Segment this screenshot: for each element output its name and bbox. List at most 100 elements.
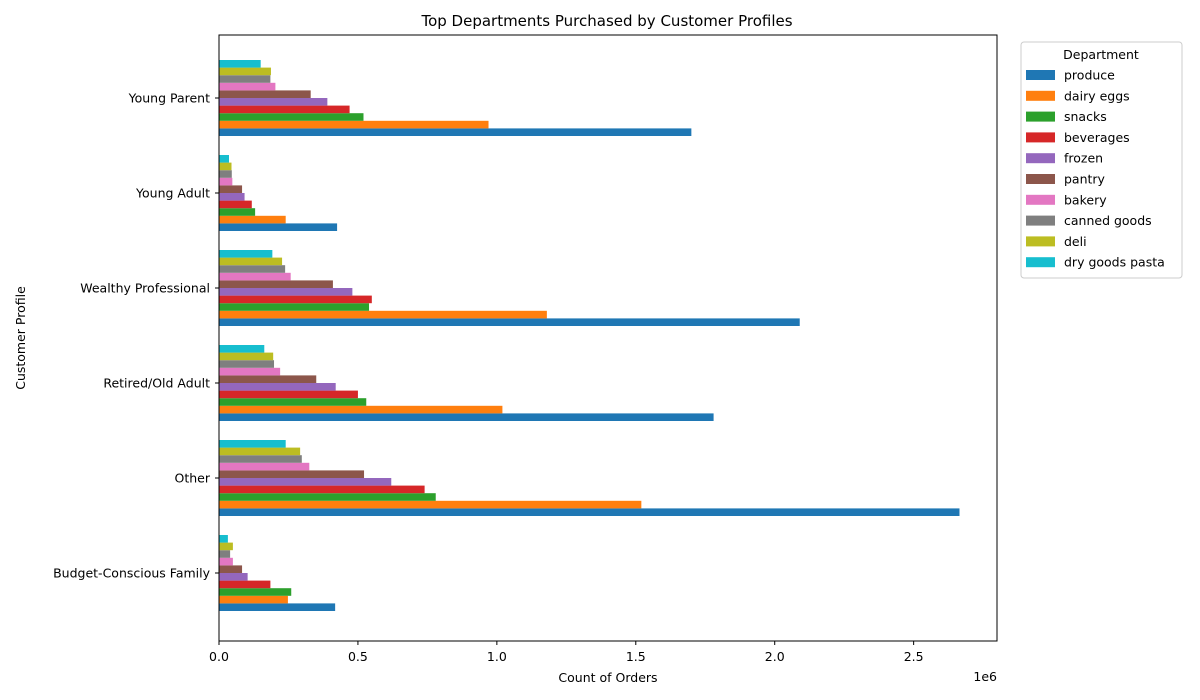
legend-swatch-pantry [1026, 174, 1055, 184]
bar-dairy-eggs-other [219, 500, 642, 509]
bar-bakery-other [219, 462, 310, 471]
legend-swatch-produce [1026, 70, 1055, 80]
x-tick-label: 1.0 [487, 649, 507, 664]
bar-dry-goods-pasta-wealthy-professional [219, 250, 273, 258]
legend-title: Department [1063, 47, 1139, 62]
y-axis-label: Customer Profile [13, 286, 28, 390]
bar-bakery-young-parent [219, 82, 276, 91]
legend-frame [1020, 41, 1183, 279]
bar-dry-goods-pasta-retired-old-adult [219, 345, 265, 353]
legend: Department produce dairy eggs snacks bevera… [1020, 41, 1183, 279]
bar-beverages-budget-conscious-family [219, 580, 271, 589]
bars-layer [219, 60, 960, 611]
legend-swatch-bakery [1026, 194, 1055, 205]
bar-bakery-young-adult [219, 177, 233, 186]
bar-snacks-budget-conscious-family [219, 588, 292, 596]
legend-label-beverages: beverages [1064, 130, 1130, 145]
bar-beverages-wealthy-professional [219, 295, 372, 304]
bar-canned-goods-wealthy-professional [219, 265, 286, 273]
bar-dry-goods-pasta-other [219, 440, 286, 448]
bar-frozen-young-parent [219, 98, 328, 106]
legend-label-bakery: bakery [1064, 192, 1107, 207]
y-axis-ticks: Budget-Conscious Family Other Retired/Old … [53, 91, 219, 581]
legend-swatch-dairy-eggs [1026, 90, 1055, 101]
bar-pantry-young-parent [219, 90, 311, 98]
y-tick-label: Budget-Conscious Family [53, 566, 211, 581]
legend-label-deli: deli [1064, 234, 1087, 249]
bar-snacks-other [219, 493, 436, 501]
bar-deli-young-parent [219, 67, 271, 76]
x-axis-label: Count of Orders [558, 670, 657, 685]
bar-canned-goods-other [219, 455, 302, 463]
chart-title: Top Departments Purchased by Customer Pr… [420, 12, 792, 30]
y-tick-label: Wealthy Professional [80, 281, 210, 296]
bar-dairy-eggs-young-adult [219, 215, 286, 224]
x-tick-label: 2.5 [904, 649, 924, 664]
bar-pantry-retired-old-adult [219, 375, 317, 383]
y-tick-label: Young Adult [135, 186, 210, 201]
y-tick-label: Retired/Old Adult [103, 376, 210, 391]
bar-produce-young-adult [219, 223, 338, 231]
legend-swatch-snacks [1026, 111, 1055, 122]
bar-dry-goods-pasta-young-parent [219, 60, 261, 68]
bar-pantry-young-adult [219, 185, 243, 193]
bar-deli-other [219, 447, 301, 456]
legend-label-frozen: frozen [1064, 151, 1103, 166]
bar-canned-goods-budget-conscious-family [219, 550, 231, 558]
bar-dairy-eggs-budget-conscious-family [219, 595, 288, 604]
x-tick-label: 1.5 [626, 649, 646, 664]
x-axis-offset-label: 1e6 [973, 669, 997, 684]
bar-dairy-eggs-retired-old-adult [219, 405, 503, 414]
legend-items: produce dairy eggs snacks beverages frozen pa… [1026, 68, 1165, 270]
x-tick-label: 2.0 [765, 649, 785, 664]
bar-bakery-wealthy-professional [219, 272, 291, 281]
bar-frozen-wealthy-professional [219, 288, 353, 296]
bar-pantry-other [219, 470, 365, 478]
bar-deli-wealthy-professional [219, 257, 283, 266]
bar-frozen-other [219, 478, 392, 486]
x-tick-label: 0.5 [348, 649, 368, 664]
y-tick-label: Other [175, 471, 211, 486]
bar-deli-retired-old-adult [219, 352, 274, 361]
bar-frozen-young-adult [219, 193, 245, 201]
bar-produce-budget-conscious-family [219, 603, 336, 611]
bar-pantry-budget-conscious-family [219, 565, 243, 573]
bar-beverages-young-parent [219, 105, 350, 114]
bar-snacks-retired-old-adult [219, 398, 367, 406]
legend-swatch-deli [1026, 236, 1055, 247]
bar-frozen-retired-old-adult [219, 383, 336, 391]
bar-dairy-eggs-young-parent [219, 120, 489, 129]
bar-canned-goods-young-parent [219, 75, 271, 83]
bar-snacks-young-adult [219, 208, 256, 216]
bar-deli-budget-conscious-family [219, 542, 233, 551]
bar-beverages-retired-old-adult [219, 390, 358, 399]
legend-label-dairy-eggs: dairy eggs [1064, 88, 1130, 103]
legend-label-snacks: snacks [1064, 109, 1107, 124]
bar-produce-other [219, 508, 960, 516]
y-tick-label: Young Parent [128, 91, 210, 106]
legend-label-pantry: pantry [1064, 172, 1106, 187]
legend-swatch-dry-goods-pasta [1026, 257, 1055, 268]
bar-produce-wealthy-professional [219, 318, 800, 326]
legend-label-dry-goods-pasta: dry goods pasta [1064, 255, 1165, 270]
bar-produce-retired-old-adult [219, 413, 714, 421]
bar-canned-goods-retired-old-adult [219, 360, 275, 368]
x-tick-label: 0.0 [209, 649, 229, 664]
bar-deli-young-adult [219, 162, 232, 171]
x-axis-ticks: 0.0 0.5 1.0 1.5 2.0 2.5 [209, 641, 924, 664]
legend-swatch-frozen [1026, 153, 1055, 164]
bar-snacks-wealthy-professional [219, 303, 370, 311]
bar-frozen-budget-conscious-family [219, 573, 248, 581]
legend-label-produce: produce [1064, 68, 1115, 83]
bar-dry-goods-pasta-young-adult [219, 155, 229, 163]
bar-bakery-budget-conscious-family [219, 557, 233, 566]
legend-swatch-canned-goods [1026, 215, 1055, 226]
legend-label-canned-goods: canned goods [1064, 213, 1152, 228]
bar-produce-young-parent [219, 128, 692, 136]
bar-canned-goods-young-adult [219, 170, 232, 178]
bar-snacks-young-parent [219, 113, 364, 121]
bar-dairy-eggs-wealthy-professional [219, 310, 547, 319]
bar-beverages-young-adult [219, 200, 252, 209]
